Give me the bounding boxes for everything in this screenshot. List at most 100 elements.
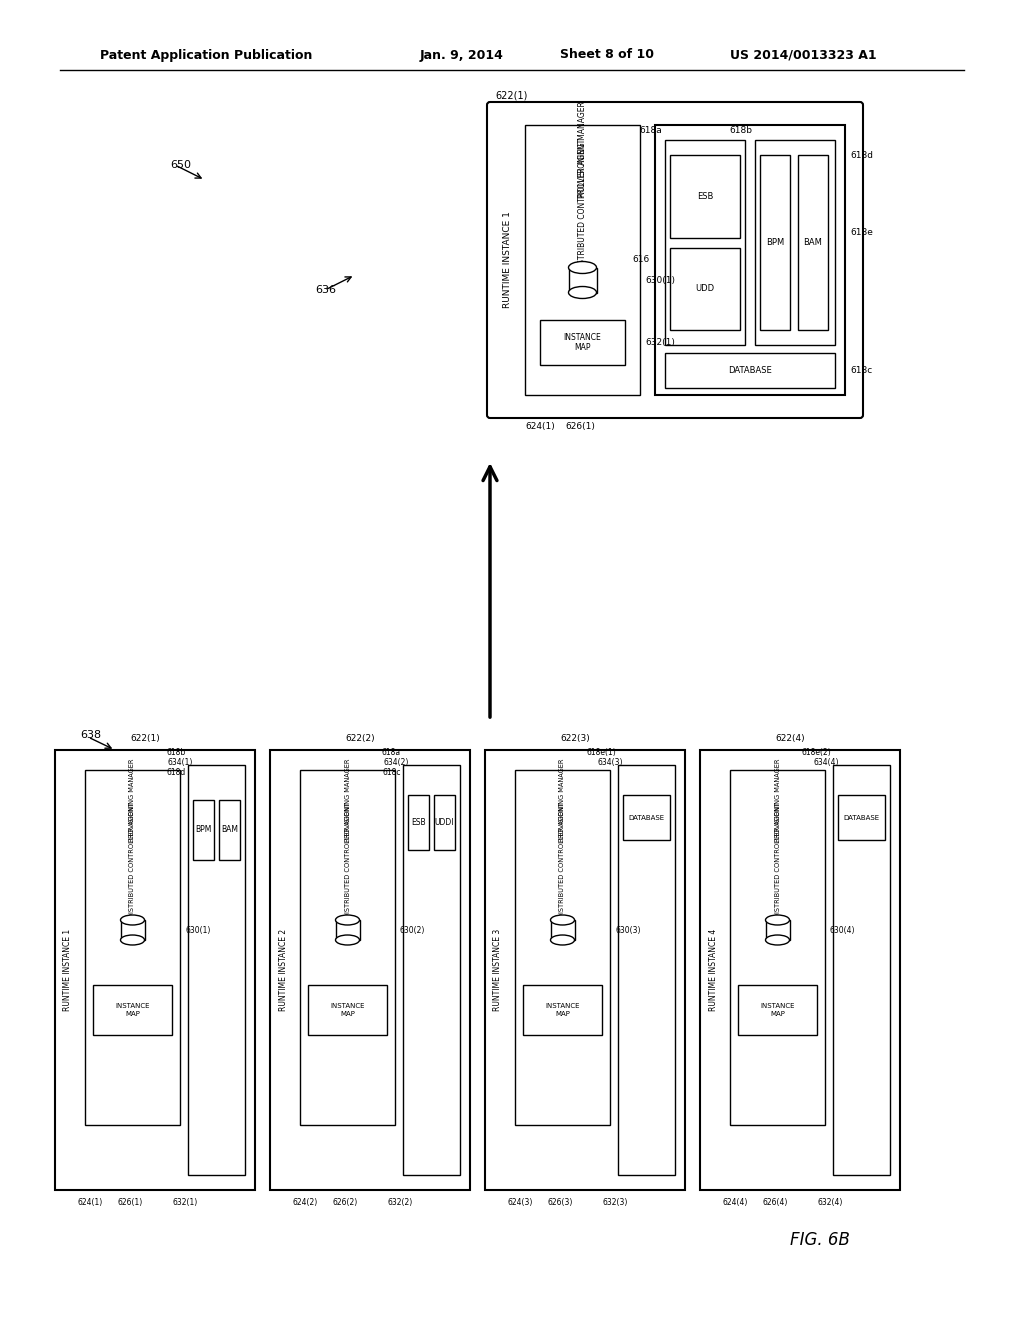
FancyBboxPatch shape — [523, 985, 602, 1035]
Text: 622(4): 622(4) — [775, 734, 805, 742]
Text: 626(2): 626(2) — [333, 1197, 357, 1206]
Text: 632(1): 632(1) — [172, 1197, 198, 1206]
Ellipse shape — [568, 261, 597, 273]
Text: UDD: UDD — [695, 284, 715, 293]
FancyBboxPatch shape — [730, 770, 825, 1125]
Text: 618c: 618c — [850, 366, 872, 375]
Text: INSTANCE
MAP: INSTANCE MAP — [331, 1003, 365, 1016]
Text: PROVISIONING MANAGER: PROVISIONING MANAGER — [344, 758, 350, 842]
Text: 626(4): 626(4) — [762, 1197, 787, 1206]
FancyBboxPatch shape — [540, 319, 625, 366]
FancyBboxPatch shape — [188, 766, 245, 1175]
Text: BPM: BPM — [766, 238, 784, 247]
Text: 622(1): 622(1) — [130, 734, 160, 742]
Text: 636: 636 — [315, 285, 336, 294]
Text: 630(1): 630(1) — [185, 925, 210, 935]
FancyBboxPatch shape — [93, 985, 172, 1035]
FancyBboxPatch shape — [623, 795, 670, 840]
Text: 632(2): 632(2) — [387, 1197, 413, 1206]
Text: UDDI: UDDI — [435, 818, 455, 828]
Text: 632(3): 632(3) — [602, 1197, 628, 1206]
Text: DATABASE: DATABASE — [844, 814, 880, 821]
Text: 618d: 618d — [167, 768, 186, 777]
FancyBboxPatch shape — [766, 920, 790, 940]
Text: 624(3): 624(3) — [507, 1197, 532, 1206]
FancyBboxPatch shape — [270, 750, 470, 1191]
Text: 618b: 618b — [167, 748, 186, 756]
FancyBboxPatch shape — [838, 795, 885, 840]
Text: DISTRIBUTED CONTROLLER AGENT: DISTRIBUTED CONTROLLER AGENT — [578, 139, 587, 272]
Text: RUNTIME INSTANCE 1: RUNTIME INSTANCE 1 — [504, 211, 512, 309]
Text: 624(2): 624(2) — [293, 1197, 317, 1206]
FancyBboxPatch shape — [655, 125, 845, 395]
Text: 622(2): 622(2) — [345, 734, 375, 742]
Text: PROVISIONING MANAGER: PROVISIONING MANAGER — [578, 102, 587, 198]
Text: 618a: 618a — [382, 748, 401, 756]
Text: 618c: 618c — [383, 768, 401, 777]
Text: 618e(2): 618e(2) — [801, 748, 831, 756]
Text: ESB: ESB — [412, 818, 426, 828]
Text: DISTRIBUTED CONTROLLER AGENT: DISTRIBUTED CONTROLLER AGENT — [344, 803, 350, 917]
FancyBboxPatch shape — [665, 140, 745, 345]
FancyBboxPatch shape — [760, 154, 790, 330]
Text: 632(4): 632(4) — [817, 1197, 843, 1206]
Text: 630(1): 630(1) — [645, 276, 675, 285]
Text: 638: 638 — [80, 730, 101, 741]
Text: 622(1): 622(1) — [495, 90, 527, 100]
Ellipse shape — [766, 935, 790, 945]
FancyBboxPatch shape — [434, 795, 455, 850]
FancyBboxPatch shape — [308, 985, 387, 1035]
Text: 634(3): 634(3) — [598, 758, 624, 767]
FancyBboxPatch shape — [665, 352, 835, 388]
FancyBboxPatch shape — [55, 750, 255, 1191]
Text: 616: 616 — [633, 256, 650, 264]
Text: INSTANCE
MAP: INSTANCE MAP — [545, 1003, 580, 1016]
FancyBboxPatch shape — [700, 750, 900, 1191]
FancyBboxPatch shape — [568, 268, 597, 293]
Text: 626(1): 626(1) — [118, 1197, 142, 1206]
Text: BPM: BPM — [196, 825, 212, 834]
FancyBboxPatch shape — [300, 770, 395, 1125]
FancyBboxPatch shape — [738, 985, 817, 1035]
Ellipse shape — [336, 915, 359, 925]
Text: BAM: BAM — [804, 238, 822, 247]
Text: DISTRIBUTED CONTROLLER AGENT: DISTRIBUTED CONTROLLER AGENT — [559, 803, 565, 917]
Text: Sheet 8 of 10: Sheet 8 of 10 — [560, 49, 654, 62]
FancyBboxPatch shape — [525, 125, 640, 395]
FancyBboxPatch shape — [670, 248, 740, 330]
Text: 618d: 618d — [850, 150, 873, 160]
Ellipse shape — [121, 935, 144, 945]
Text: RUNTIME INSTANCE 3: RUNTIME INSTANCE 3 — [494, 929, 503, 1011]
Text: 630(4): 630(4) — [830, 925, 855, 935]
Ellipse shape — [121, 915, 144, 925]
Text: 630(2): 630(2) — [400, 925, 425, 935]
Text: 618e(1): 618e(1) — [587, 748, 616, 756]
Ellipse shape — [336, 935, 359, 945]
Text: RUNTIME INSTANCE 1: RUNTIME INSTANCE 1 — [63, 929, 73, 1011]
FancyBboxPatch shape — [408, 795, 429, 850]
FancyBboxPatch shape — [85, 770, 180, 1125]
Ellipse shape — [766, 915, 790, 925]
Ellipse shape — [551, 915, 574, 925]
FancyBboxPatch shape — [798, 154, 828, 330]
Text: 624(4): 624(4) — [722, 1197, 748, 1206]
FancyBboxPatch shape — [487, 102, 863, 418]
Text: Patent Application Publication: Patent Application Publication — [100, 49, 312, 62]
FancyBboxPatch shape — [670, 154, 740, 238]
Text: FIG. 6B: FIG. 6B — [791, 1232, 850, 1249]
Text: BAM: BAM — [221, 825, 238, 834]
Text: DATABASE: DATABASE — [728, 366, 772, 375]
Text: 634(4): 634(4) — [813, 758, 839, 767]
FancyBboxPatch shape — [219, 800, 240, 861]
Text: 622(3): 622(3) — [560, 734, 590, 742]
FancyBboxPatch shape — [833, 766, 890, 1175]
Ellipse shape — [551, 935, 574, 945]
Text: 650: 650 — [170, 160, 191, 170]
Text: ESB: ESB — [696, 191, 713, 201]
Text: 632(1): 632(1) — [645, 338, 675, 347]
Text: DATABASE: DATABASE — [629, 814, 665, 821]
Text: US 2014/0013323 A1: US 2014/0013323 A1 — [730, 49, 877, 62]
Text: PROVISIONING MANAGER: PROVISIONING MANAGER — [129, 758, 135, 842]
Text: DISTRIBUTED CONTROLLER AGENT: DISTRIBUTED CONTROLLER AGENT — [774, 803, 780, 917]
Text: 624(1): 624(1) — [525, 422, 555, 432]
